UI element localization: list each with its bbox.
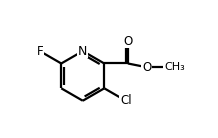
- Text: N: N: [78, 45, 87, 58]
- Text: CH₃: CH₃: [164, 62, 185, 72]
- Text: O: O: [142, 61, 151, 74]
- Text: F: F: [36, 45, 43, 58]
- Text: O: O: [123, 35, 133, 48]
- Text: Cl: Cl: [120, 94, 132, 107]
